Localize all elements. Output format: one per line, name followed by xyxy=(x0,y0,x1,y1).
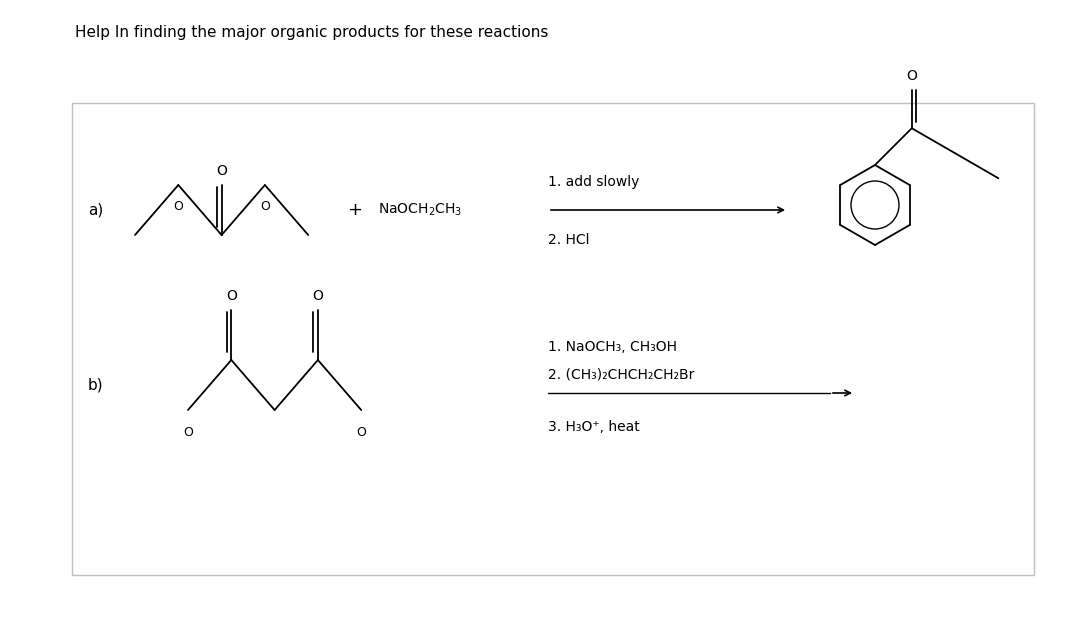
Text: O: O xyxy=(312,289,323,303)
Text: 1. add slowly: 1. add slowly xyxy=(548,175,639,189)
Bar xyxy=(72,103,1034,575)
Text: O: O xyxy=(906,69,917,83)
Text: NaOCH$_2$CH$_3$: NaOCH$_2$CH$_3$ xyxy=(378,202,462,218)
Text: a): a) xyxy=(87,203,104,218)
Text: O: O xyxy=(216,164,227,178)
Text: 1. NaOCH₃, CH₃OH: 1. NaOCH₃, CH₃OH xyxy=(548,340,677,354)
Text: O: O xyxy=(260,200,270,213)
Text: O: O xyxy=(184,425,193,438)
Text: O: O xyxy=(174,200,184,213)
Text: +: + xyxy=(348,201,363,219)
Text: 2. (CH₃)₂CHCH₂CH₂Br: 2. (CH₃)₂CHCH₂CH₂Br xyxy=(548,368,694,382)
Text: 2. HCl: 2. HCl xyxy=(548,233,590,247)
Text: O: O xyxy=(356,425,366,438)
Text: Help In finding the major organic products for these reactions: Help In finding the major organic produc… xyxy=(75,25,549,40)
Text: b): b) xyxy=(87,378,104,392)
Text: O: O xyxy=(226,289,237,303)
Text: 3. H₃O⁺, heat: 3. H₃O⁺, heat xyxy=(548,420,639,434)
